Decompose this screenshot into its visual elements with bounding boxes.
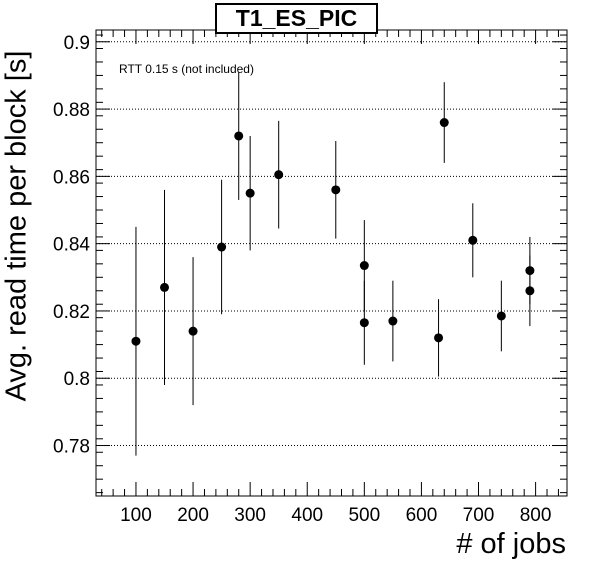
plot-frame [95,29,568,497]
data-point [245,188,255,198]
x-tick-label: 200 [177,505,209,526]
data-point [525,286,535,296]
x-tick-label: 700 [463,505,495,526]
data-point [359,261,369,271]
data-point [359,318,369,328]
tick-labels: 0.78 0.8 0.82 0.84 0.86 0.88 0.9 100 200 300 400 50… [53,33,551,526]
data-points [131,72,535,456]
axis-ticks [96,30,567,496]
x-tick-label: 400 [291,505,323,526]
data-point [331,185,341,195]
x-tick-label: 600 [406,505,438,526]
y-tick-label: 0.84 [53,235,90,256]
y-tick-label: 0.82 [53,302,90,323]
data-point [188,326,198,336]
y-tick-label: 0.86 [53,167,90,188]
x-tick-label: 500 [348,505,380,526]
data-point [468,235,478,245]
data-point [439,118,449,128]
data-point [496,311,506,321]
rtt-annotation: RTT 0.15 s (not included) [119,62,254,76]
y-tick-label: 0.78 [53,437,90,458]
data-point [160,282,170,292]
data-point [274,170,284,180]
chart-title: T1_ES_PIC [215,3,378,34]
x-tick-label: 800 [520,505,552,526]
grid-lines [96,41,567,447]
data-point [388,316,398,326]
data-point [434,333,444,343]
y-tick-label: 0.88 [53,100,90,121]
data-point [217,242,227,252]
data-point [234,131,244,141]
data-point [131,336,141,346]
y-tick-label: 0.9 [64,33,90,54]
x-tick-label: 300 [234,505,266,526]
x-tick-label: 100 [120,505,152,526]
y-axis-label: Avg. read time per block [s] [0,50,33,402]
x-axis-label: # of jobs [456,528,566,560]
y-tick-label: 0.8 [64,369,90,390]
